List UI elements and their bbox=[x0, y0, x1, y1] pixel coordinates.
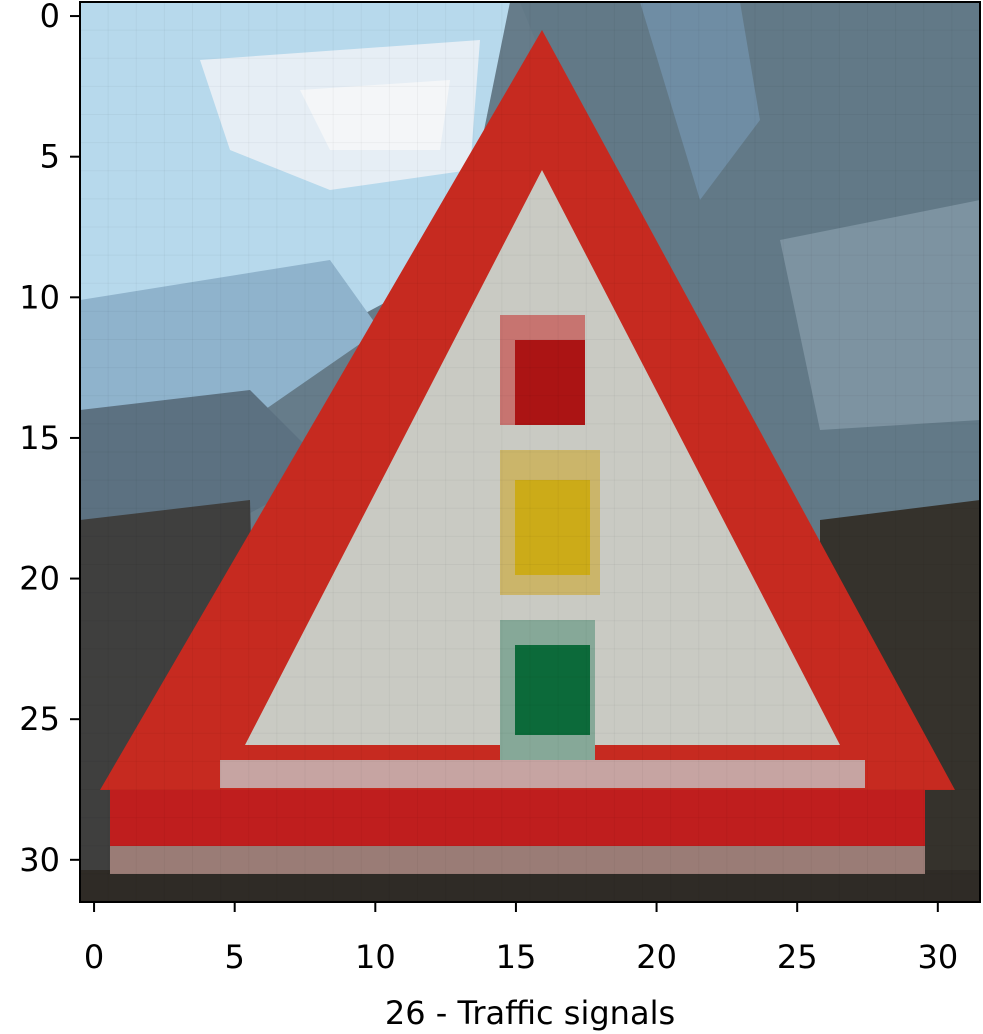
ground-bottom bbox=[80, 870, 980, 902]
y-tick-label: 10 bbox=[19, 278, 60, 316]
hill-right-mid bbox=[780, 200, 980, 430]
x-tick-label: 25 bbox=[777, 938, 818, 976]
cloud-highlight bbox=[300, 80, 450, 150]
y-tick-label: 20 bbox=[19, 560, 60, 598]
hill-right-light bbox=[640, 2, 760, 200]
sign-bottom-bar bbox=[110, 790, 925, 846]
red-light bbox=[515, 340, 585, 425]
y-tick-label: 30 bbox=[19, 841, 60, 879]
x-tick-label: 5 bbox=[225, 938, 245, 976]
x-tick-label: 20 bbox=[636, 938, 677, 976]
y-tick-label: 25 bbox=[19, 700, 60, 738]
sign-base-shadow bbox=[110, 846, 925, 874]
y-axis: 0 5 10 15 20 25 30 bbox=[19, 0, 80, 879]
green-light bbox=[515, 645, 590, 735]
y-tick-label: 5 bbox=[40, 138, 60, 176]
x-axis: 0 5 10 15 20 25 30 bbox=[84, 902, 958, 976]
y-tick-label: 0 bbox=[40, 0, 60, 35]
yellow-light bbox=[515, 480, 590, 575]
sign-image bbox=[80, 2, 980, 902]
y-tick-label: 15 bbox=[19, 419, 60, 457]
x-tick-label: 15 bbox=[496, 938, 537, 976]
x-tick-label: 10 bbox=[355, 938, 396, 976]
x-axis-label: 26 - Traffic signals bbox=[385, 994, 675, 1032]
x-tick-label: 0 bbox=[84, 938, 104, 976]
axes-frame bbox=[79, 1, 981, 903]
sign-inner-edge bbox=[220, 760, 865, 788]
sky-lower bbox=[80, 260, 380, 430]
x-tick-label: 30 bbox=[917, 938, 958, 976]
